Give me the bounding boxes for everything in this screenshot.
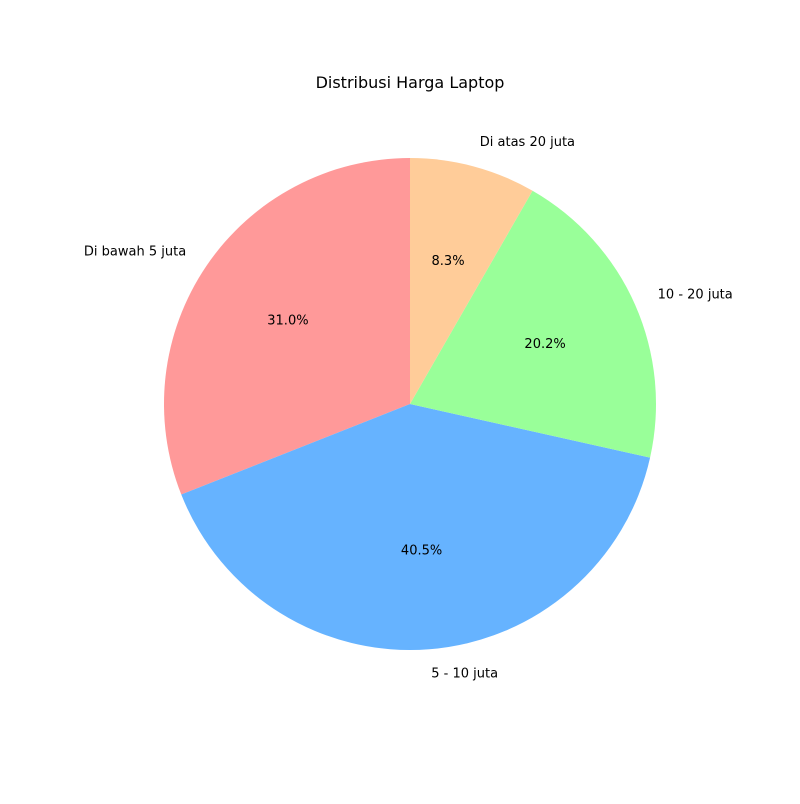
pie-slice (163, 158, 410, 495)
category-labels: Di bawah 5 juta 5 - 10 juta 10 - 20 juta Di… (84, 135, 733, 681)
pie-slice (181, 404, 651, 650)
slice-percentage-label: 20.2% (524, 337, 565, 352)
pie-slice (410, 158, 533, 404)
slice-percentage-label: 8.3% (432, 254, 465, 269)
slice-category-label: Di atas 20 juta (480, 135, 575, 150)
slice-category-label: 10 - 20 juta (658, 287, 733, 302)
pie-slice (410, 190, 656, 458)
percentage-labels: 31.0% 40.5% 20.2% 8.3% (267, 254, 565, 559)
slice-category-label: Di bawah 5 juta (84, 244, 186, 259)
pie-slices (163, 158, 656, 650)
slice-percentage-label: 40.5% (401, 544, 442, 559)
slice-percentage-label: 31.0% (267, 314, 308, 329)
chart-title: Distribusi Harga Laptop (316, 73, 505, 92)
slice-category-label: 5 - 10 juta (431, 666, 498, 681)
